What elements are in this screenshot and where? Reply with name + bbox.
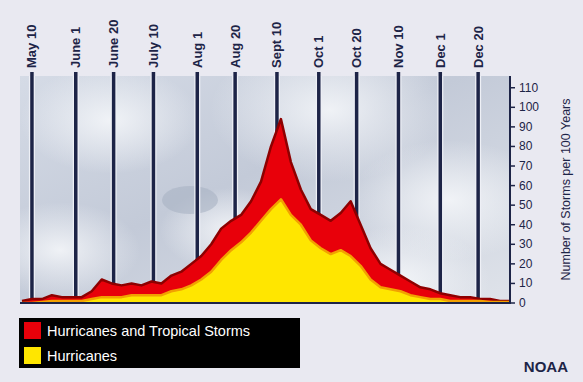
- y-tick-label: 50: [519, 198, 533, 212]
- legend: Hurricanes and Tropical Storms Hurricanes: [19, 318, 300, 368]
- x-tick-label: June 1: [68, 27, 83, 68]
- cloud: [20, 202, 140, 298]
- grid-line: [152, 72, 156, 303]
- y-tick: [510, 107, 515, 109]
- y-tick: [510, 263, 515, 265]
- legend-box: [19, 318, 300, 368]
- x-tick-labels: May 10 June 1 June 20 July 10 Aug 1 Aug 20 Sep…: [24, 20, 485, 68]
- y-tick-label: 60: [519, 179, 533, 193]
- plot-background: [20, 76, 510, 303]
- y-tick-label: 70: [519, 159, 533, 173]
- x-tick-label: Oct 20: [349, 28, 364, 68]
- y-tick-label: 10: [519, 276, 533, 290]
- x-tick-label: Aug 1: [190, 32, 205, 68]
- grid-line: [74, 72, 78, 303]
- grid-line: [397, 72, 401, 303]
- legend-swatch: [24, 322, 41, 339]
- y-tick: [510, 283, 515, 285]
- x-tick-label: June 20: [106, 20, 121, 68]
- cloud: [20, 76, 200, 174]
- area-line: [22, 199, 510, 303]
- y-tick: [510, 204, 515, 206]
- areas: [22, 119, 510, 303]
- y-tick-label: 30: [519, 237, 533, 251]
- x-axis-line: [20, 302, 511, 304]
- x-tick-label: Sept 10: [269, 22, 284, 68]
- y-tick-label: 40: [519, 218, 533, 232]
- credit: NOAA: [524, 358, 568, 375]
- y-tick: [510, 165, 515, 167]
- y-tick-label: 110: [519, 81, 538, 95]
- axes: 0 10 20 30 40 50 60 70 80 90 100 110 Number of Storm…: [20, 76, 573, 310]
- x-tick-label: May 10: [24, 25, 39, 68]
- x-tick-label: Aug 20: [228, 25, 243, 68]
- y-tick: [510, 302, 515, 304]
- page-background: [0, 0, 583, 382]
- legend-label: Hurricanes and Tropical Storms: [47, 323, 250, 339]
- grid-line: [476, 72, 480, 303]
- area-fill: [22, 119, 510, 303]
- y-tick-label: 100: [519, 100, 539, 114]
- y-tick-label: 90: [519, 120, 533, 134]
- x-tick-label: Oct 1: [311, 35, 326, 68]
- y-tick: [510, 185, 515, 187]
- legend-label: Hurricanes: [47, 348, 117, 364]
- y-tick: [510, 244, 515, 246]
- y-tick: [510, 146, 515, 148]
- y-axis-line: [509, 76, 511, 303]
- x-tick-label: Dec 1: [433, 33, 448, 68]
- y-axis-label: Number of Storms per 100 Years: [559, 98, 573, 280]
- grid-line: [112, 72, 116, 303]
- grid-line: [30, 72, 34, 303]
- x-tick-label: July 10: [146, 24, 161, 68]
- chart: May 10 June 1 June 20 July 10 Aug 1 Aug 20 Sep…: [0, 0, 583, 382]
- y-tick-label: 80: [519, 139, 533, 153]
- y-tick-label: 0: [519, 296, 526, 310]
- x-tick-label: Dec 20: [471, 26, 486, 68]
- y-tick: [510, 87, 515, 89]
- y-tick: [510, 224, 515, 226]
- y-tick-label: 20: [519, 257, 533, 271]
- x-tick-label: Nov 10: [391, 25, 406, 68]
- y-tick: [510, 126, 515, 128]
- cloud-eye: [162, 186, 218, 214]
- legend-swatch: [24, 347, 41, 364]
- area-fill: [22, 199, 510, 303]
- grid-line: [439, 72, 443, 303]
